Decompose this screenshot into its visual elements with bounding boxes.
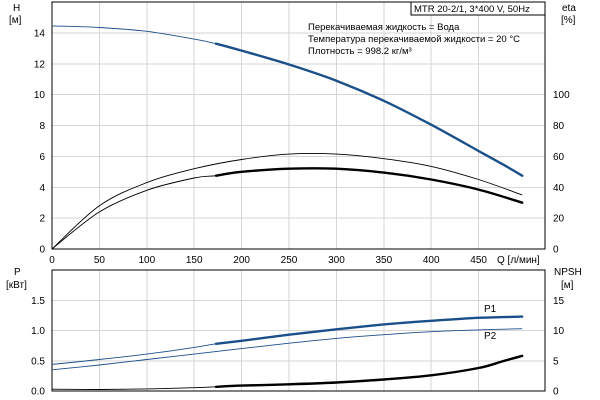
curve-left-curve-operating xyxy=(214,42,524,177)
y-right-tick-label: 20 xyxy=(553,214,565,225)
curve-right-curve-thin xyxy=(51,167,523,250)
annotation-density: Плотность = 998.2 кг/м³ xyxy=(308,46,412,57)
curve-right-curve-operating xyxy=(214,354,524,388)
x-tick-label: 200 xyxy=(233,255,250,266)
power-axis-title: P xyxy=(14,267,21,278)
y-left-tick-label: 12 xyxy=(34,59,46,70)
x-tick-label: 150 xyxy=(186,255,203,266)
x-tick-label: 450 xyxy=(470,255,487,266)
x-tick-label: 250 xyxy=(281,255,298,266)
y-right-tick-label: 60 xyxy=(553,152,565,163)
curve-right-curve-operating xyxy=(214,167,524,204)
y-left-tick-label: 0.5 xyxy=(31,356,45,367)
x-tick-label: 300 xyxy=(328,255,345,266)
curve-layer xyxy=(51,25,524,390)
x-tick-label: 50 xyxy=(94,255,106,266)
y-right-tick-label: 0 xyxy=(553,245,559,256)
npsh-axis-title: NPSH xyxy=(554,267,582,278)
y-left-tick-label: 0.0 xyxy=(31,387,45,398)
y-right-tick-label: 15 xyxy=(553,296,565,307)
x-tick-label: 100 xyxy=(138,255,155,266)
y-right-tick-label: 0 xyxy=(553,387,559,398)
y-left-tick-label: 8 xyxy=(39,121,45,132)
bottom-panel-frame xyxy=(51,269,546,392)
y-left-tick-label: 0 xyxy=(39,245,45,256)
curve-p2-thin xyxy=(51,328,523,371)
x-tick-label: 350 xyxy=(375,255,392,266)
curve-right-curve-thin xyxy=(51,153,523,250)
model-title: MTR 20-2/1, 3*400 V, 50Hz xyxy=(414,4,530,15)
annotation-temperature: Температура перекачиваемой жидкости = 20… xyxy=(308,34,520,45)
power-axis-unit: [кВт] xyxy=(6,280,27,291)
curve-p1-operating xyxy=(214,315,524,345)
head-axis-title: H xyxy=(13,3,20,14)
y-right-tick-label: 10 xyxy=(553,326,565,337)
x-tick-label: 0 xyxy=(49,255,55,266)
npsh-axis-unit: [м] xyxy=(561,280,574,291)
y-left-tick-label: 1.0 xyxy=(31,326,45,337)
flow-axis-title: Q [л/мин] xyxy=(497,255,540,266)
y-left-tick-label: 4 xyxy=(39,183,45,194)
head-axis-unit: [м] xyxy=(9,15,22,26)
series-label-p2: P2 xyxy=(484,331,497,342)
eta-axis-title: eta xyxy=(562,3,576,14)
y-left-tick-label: 10 xyxy=(34,90,46,101)
y-left-tick-label: 1.5 xyxy=(31,296,45,307)
eta-axis-unit: [%] xyxy=(561,15,576,26)
y-right-tick-label: 80 xyxy=(553,121,565,132)
y-right-tick-label: 100 xyxy=(553,90,570,101)
y-right-tick-label: 40 xyxy=(553,183,565,194)
x-tick-label: 400 xyxy=(423,255,440,266)
y-left-tick-label: 14 xyxy=(34,28,46,39)
curve-left-curve-thin xyxy=(51,25,523,177)
y-left-tick-label: 6 xyxy=(39,152,45,163)
top-panel-frame xyxy=(51,1,546,250)
annotation-liquid: Перекачиваемая жидкость = Вода xyxy=(308,22,460,33)
y-right-tick-label: 5 xyxy=(553,356,559,367)
model-title-box xyxy=(410,1,546,16)
curve-p1-thin xyxy=(51,316,523,365)
series-label-p1: P1 xyxy=(484,304,497,315)
y-left-tick-label: 2 xyxy=(39,214,45,225)
